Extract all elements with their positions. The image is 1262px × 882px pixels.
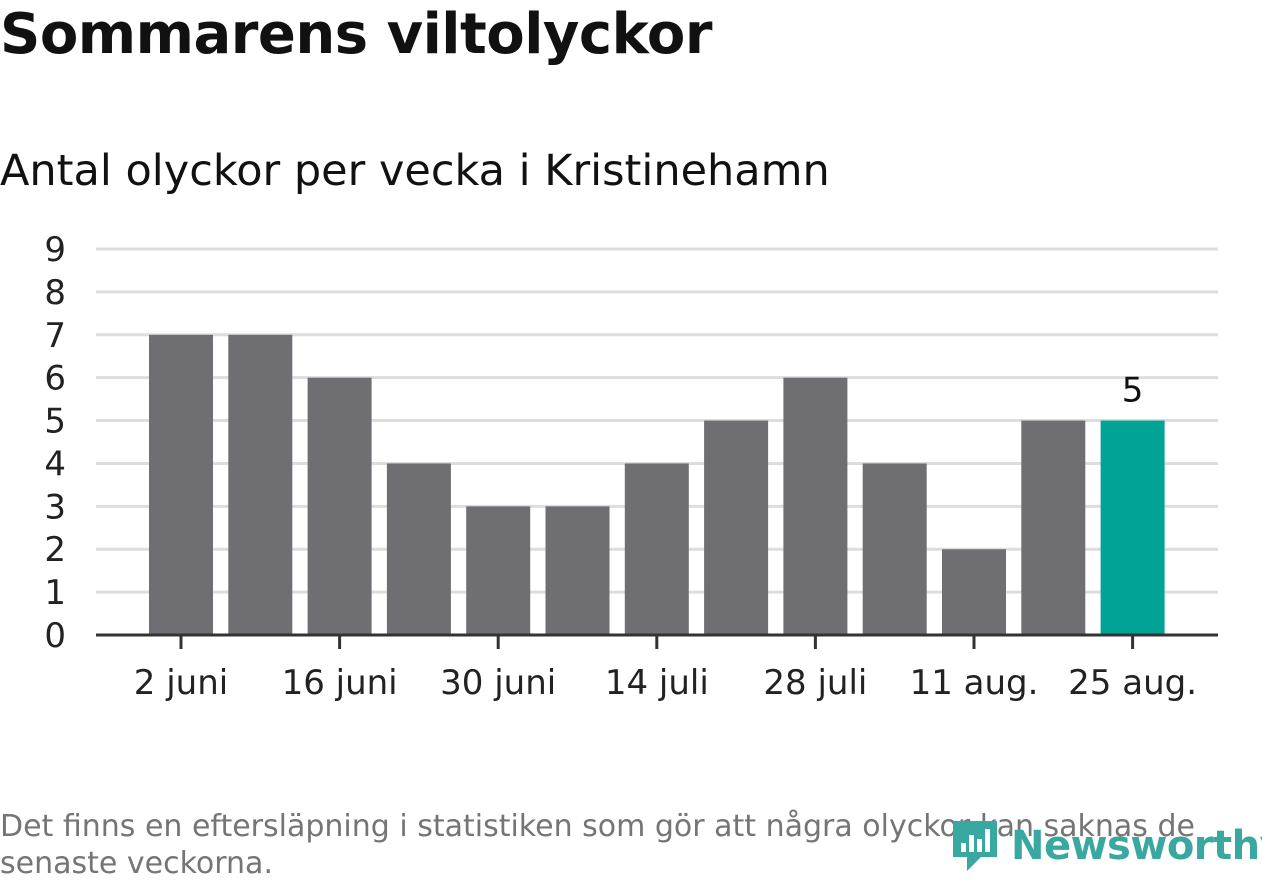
newsworthy-logo: Newsworthy — [951, 817, 1262, 875]
x-tick-label: 25 aug. — [1068, 663, 1197, 703]
y-tick-label: 6 — [44, 359, 66, 399]
y-tick-label: 4 — [44, 444, 66, 484]
x-axis: 2 juni 16 juni 30 juni 14 juli 28 juli 11 aug… — [96, 633, 1218, 703]
bar-18-aug- — [1021, 420, 1086, 635]
x-tick-label: 16 juni — [282, 663, 398, 703]
bar-9-juni — [228, 334, 293, 635]
bar-25-aug- — [1100, 420, 1165, 635]
y-tick-label: 0 — [44, 616, 66, 656]
chart-title: Sommarens viltolyckor — [0, 2, 712, 67]
data-labels: 5 — [1122, 371, 1144, 411]
bars — [149, 334, 1165, 635]
bar-4-aug- — [862, 463, 927, 635]
bar-16-juni — [307, 377, 372, 635]
bar-30-juni — [466, 506, 531, 635]
y-tick-label: 3 — [44, 487, 66, 527]
x-tick-label: 28 juli — [763, 663, 867, 703]
x-tick-label: 14 juli — [605, 663, 709, 703]
bar-14-juli — [624, 463, 689, 635]
bar-28-juli — [783, 377, 848, 635]
y-tick-label: 8 — [44, 273, 66, 313]
x-tick-label: 2 juni — [134, 663, 228, 703]
y-tick-label: 5 — [44, 402, 66, 442]
bar-2-juni — [149, 334, 213, 635]
y-tick-label: 7 — [44, 316, 66, 356]
y-tick-label: 2 — [44, 530, 66, 570]
newsworthy-logo-icon — [953, 821, 997, 871]
chart-subtitle: Antal olyckor per vecka i Kristinehamn — [0, 146, 830, 196]
x-tick-label: 30 juni — [440, 663, 556, 703]
y-tick-label: 1 — [44, 573, 66, 613]
logo-wordmark: Newsworthy — [1011, 823, 1262, 869]
data-label: 5 — [1122, 371, 1144, 411]
bar-11-aug- — [942, 549, 1006, 635]
bar-21-juli — [704, 420, 769, 635]
y-tick-label: 9 — [44, 230, 66, 270]
bar-7-juli — [545, 506, 610, 635]
bar-23-juni — [386, 463, 451, 635]
x-tick-label: 11 aug. — [910, 663, 1039, 703]
